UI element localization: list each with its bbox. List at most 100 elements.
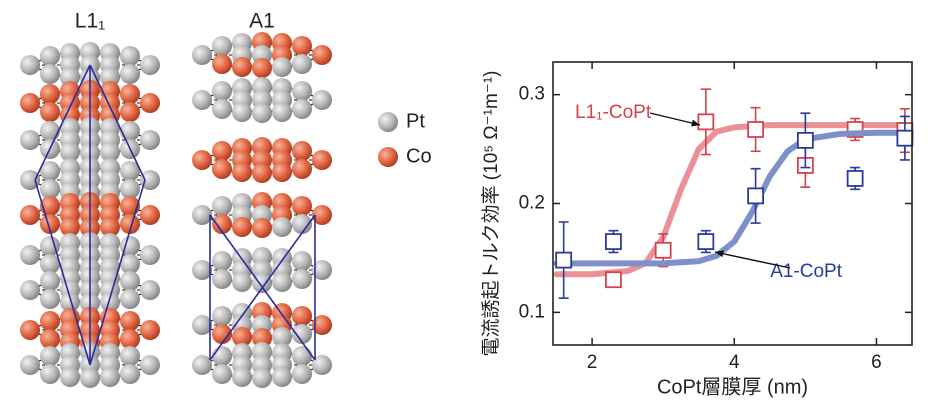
atom <box>192 150 212 170</box>
annotation-arrow <box>649 112 701 126</box>
atom <box>192 45 212 65</box>
atom <box>292 141 312 161</box>
atom <box>60 217 80 237</box>
atom <box>120 364 140 384</box>
atom <box>192 90 212 110</box>
x-tick-label: 6 <box>871 352 882 373</box>
atom <box>292 346 312 366</box>
atom <box>272 272 292 292</box>
atom <box>212 99 232 119</box>
atom <box>60 142 80 162</box>
arrow-head <box>715 250 724 258</box>
atom <box>232 367 252 387</box>
series-annotation: L1₁-CoPt <box>575 102 652 123</box>
atom <box>272 102 292 122</box>
atom <box>20 130 40 150</box>
data-point <box>605 271 622 289</box>
atom <box>212 54 232 74</box>
atom <box>40 289 60 309</box>
atom <box>292 36 312 56</box>
atom <box>312 45 332 65</box>
atom <box>120 236 140 256</box>
atom <box>252 103 272 123</box>
atom <box>212 324 232 344</box>
atom <box>292 81 312 101</box>
atom <box>120 179 140 199</box>
atom <box>80 368 100 388</box>
cell-edge <box>34 179 91 366</box>
legend-co-atom <box>378 147 398 167</box>
structure-label: A1 <box>249 10 275 33</box>
atom <box>120 311 140 331</box>
atom <box>20 355 40 375</box>
atom <box>292 99 312 119</box>
atom <box>120 121 140 141</box>
atom <box>40 236 60 256</box>
atom <box>100 367 120 387</box>
atom <box>312 90 332 110</box>
atom <box>20 205 40 225</box>
atom <box>192 355 212 375</box>
atom <box>120 254 140 274</box>
atom <box>292 159 312 179</box>
atom <box>40 64 60 84</box>
atom <box>212 346 232 366</box>
cell-edge <box>209 214 316 361</box>
x-tick-label: 2 <box>587 352 598 373</box>
atom <box>40 161 60 181</box>
atom <box>20 55 40 75</box>
atom <box>140 355 160 375</box>
atom <box>20 170 40 190</box>
structure-label: L1₁ <box>75 10 105 33</box>
atom <box>252 163 272 183</box>
atom <box>312 205 332 225</box>
atom <box>212 214 232 234</box>
atom <box>60 292 80 312</box>
legend-label: Co <box>406 145 432 167</box>
atom <box>252 58 272 78</box>
atom <box>232 272 252 292</box>
atom <box>292 54 312 74</box>
atom <box>140 55 160 75</box>
atom <box>312 260 332 280</box>
atom <box>120 84 140 104</box>
atom <box>292 324 312 344</box>
atom <box>232 327 252 347</box>
data-point <box>747 187 765 205</box>
atom <box>192 205 212 225</box>
data-point <box>605 233 622 250</box>
data-point <box>796 131 814 149</box>
atom <box>272 217 292 237</box>
data-point <box>654 241 672 259</box>
atom <box>40 329 60 349</box>
atom <box>120 289 140 309</box>
atom <box>120 271 140 291</box>
fit-curve <box>553 129 908 267</box>
atom <box>120 46 140 66</box>
atom <box>292 306 312 326</box>
atom <box>232 57 252 77</box>
atom <box>192 315 212 335</box>
atom <box>40 121 60 141</box>
atom <box>252 328 272 348</box>
atom <box>292 196 312 216</box>
atom <box>60 367 80 387</box>
atom <box>40 84 60 104</box>
y-tick-label: 0.3 <box>519 84 545 105</box>
cell-edge <box>89 179 146 366</box>
atom <box>40 364 60 384</box>
legend-pt-atom <box>378 112 398 132</box>
arrow-head <box>691 119 700 127</box>
cell-edge <box>89 64 146 181</box>
atom <box>100 217 120 237</box>
atom <box>212 251 232 271</box>
y-axis-label: 電流誘起トルク効率 (10⁵ Ω⁻¹m⁻¹) <box>480 71 502 357</box>
atom <box>100 292 120 312</box>
atom <box>20 245 40 265</box>
atom <box>120 64 140 84</box>
atom <box>292 269 312 289</box>
atom <box>120 102 140 122</box>
crystal-structures <box>20 32 332 388</box>
atom <box>140 280 160 300</box>
